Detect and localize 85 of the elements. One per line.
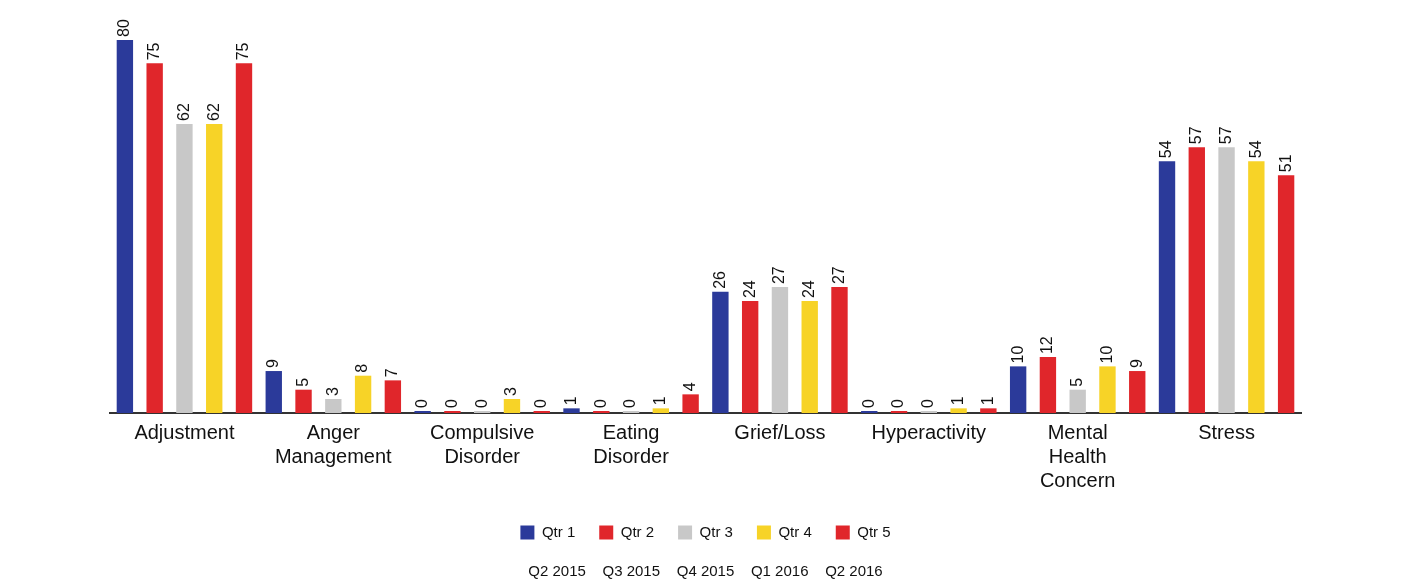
data-label: 26 [710, 270, 728, 289]
data-label: 0 [889, 399, 907, 408]
data-label: 3 [502, 387, 520, 397]
bar [1158, 161, 1176, 413]
data-label: 0 [621, 399, 639, 408]
bar [265, 371, 282, 413]
x-tick-label: Adjustment [134, 420, 235, 443]
data-label: 51 [1276, 154, 1294, 173]
data-label: 27 [770, 266, 788, 285]
data-label: 54 [1157, 140, 1175, 159]
bar [652, 408, 670, 413]
data-label: 5 [293, 377, 311, 387]
legend-label: Qtr 4 [778, 522, 812, 540]
bar [1277, 175, 1295, 413]
bar [325, 399, 342, 413]
bar [295, 389, 312, 413]
bar [950, 408, 967, 413]
bar [1129, 371, 1146, 413]
bar [1039, 357, 1057, 413]
bar [1248, 161, 1265, 413]
legend-label: Qtr 1 [541, 522, 576, 540]
bar [354, 375, 372, 413]
x-tick-label: Mental Health Concern [1039, 420, 1116, 491]
data-label: 57 [1216, 126, 1234, 145]
bar [116, 40, 134, 413]
data-label: 9 [264, 359, 282, 369]
x-tick-label: Hyperactivity [871, 420, 987, 443]
data-label: 27 [829, 266, 847, 285]
data-label: 24 [800, 280, 818, 299]
data-label: 7 [383, 368, 401, 378]
data-label: 80 [115, 19, 133, 37]
legend-label: Qtr 2 [620, 522, 655, 540]
data-label: 0 [532, 399, 550, 408]
bar [1188, 147, 1205, 413]
data-label: 10 [1008, 345, 1026, 364]
x-tick-label: Anger Management [274, 420, 393, 467]
bar [831, 287, 848, 413]
x-tick-label: Compulsive Disorder [429, 420, 535, 467]
data-label: 3 [323, 387, 341, 397]
x-tick-label: Stress [1198, 420, 1255, 443]
data-label: 0 [442, 399, 460, 408]
bar [235, 63, 253, 413]
bar [741, 301, 759, 413]
bar [146, 63, 163, 413]
x-tick-label: Grief/Loss [734, 420, 826, 443]
bar [712, 291, 729, 413]
bar [1218, 147, 1235, 413]
bar [384, 380, 402, 413]
bar [503, 399, 521, 413]
data-label: 57 [1187, 126, 1205, 145]
data-label: 24 [740, 280, 758, 299]
data-label: 0 [919, 399, 937, 408]
data-label: 8 [353, 363, 371, 373]
x-tick-label: Eating Disorder [593, 420, 670, 467]
bar [176, 123, 193, 413]
data-label: 1 [978, 396, 996, 406]
data-label: 12 [1038, 336, 1056, 355]
data-label: 0 [472, 399, 490, 408]
data-label: 75 [234, 42, 252, 61]
bar [980, 408, 997, 413]
data-label: 75 [145, 42, 163, 61]
data-label: 0 [413, 399, 431, 408]
data-label: 5 [1068, 377, 1086, 387]
data-label: 4 [681, 382, 699, 392]
bar [801, 301, 818, 413]
bar [1069, 389, 1086, 413]
bar [1099, 366, 1116, 413]
data-label: 1 [651, 396, 669, 406]
data-label: 0 [591, 399, 609, 408]
legend-label: Qtr 3 [699, 522, 733, 540]
legend-label: Qtr 5 [857, 522, 891, 540]
data-label: 62 [204, 103, 222, 121]
data-label: 1 [948, 396, 966, 406]
bar [1009, 366, 1027, 413]
text: Q2 2015 Q3 2015 Q4 2015 Q1 2016 Q2 2016 [527, 562, 884, 579]
data-label: 1 [561, 396, 579, 406]
data-label: 62 [174, 103, 192, 121]
data-label: 0 [859, 399, 877, 408]
bar [563, 408, 580, 413]
bar [206, 123, 223, 413]
bar [682, 394, 699, 413]
bar [771, 287, 789, 413]
data-label: 10 [1097, 345, 1115, 364]
data-label: 9 [1127, 359, 1145, 369]
data-label: 54 [1246, 140, 1264, 159]
